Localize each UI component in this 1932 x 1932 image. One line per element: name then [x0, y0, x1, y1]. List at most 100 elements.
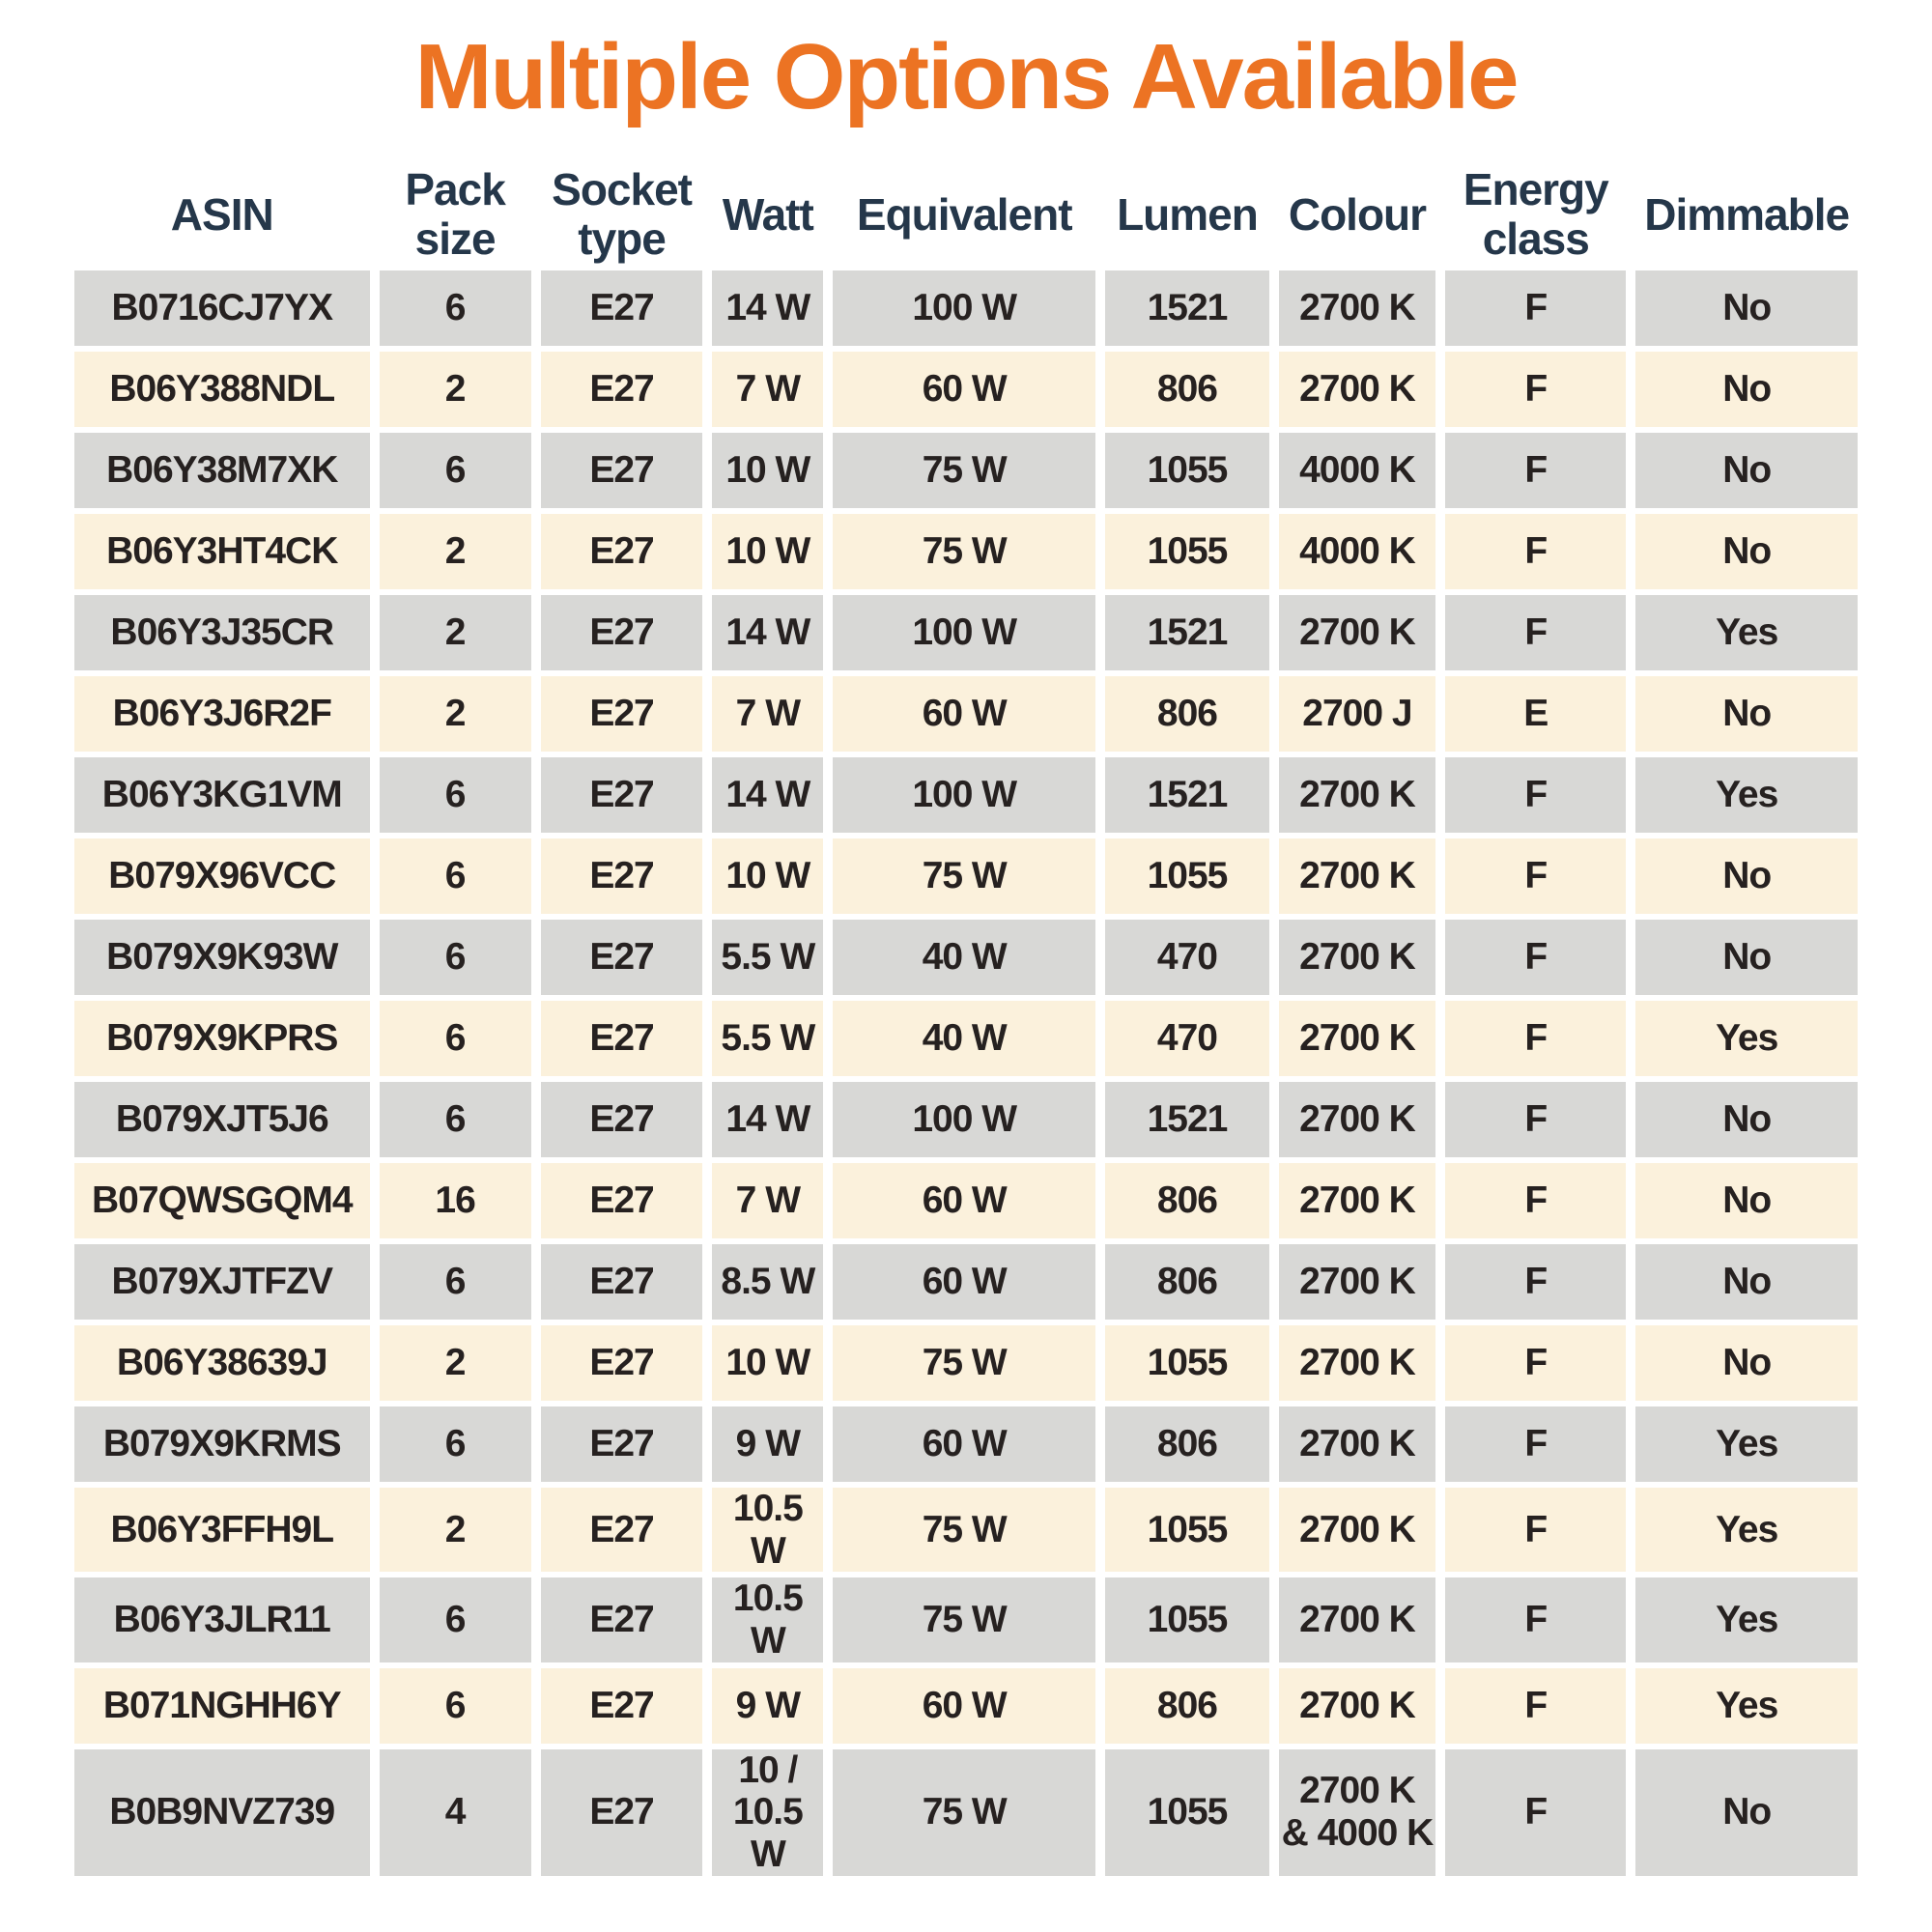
cell-lumen: 806: [1105, 351, 1269, 427]
cell-lumen: 1055: [1105, 838, 1269, 914]
cell-asin: B079XJTFZV: [74, 1243, 370, 1320]
cell-equivalent: 60 W: [833, 1667, 1096, 1744]
cell-pack-size: 2: [379, 513, 531, 589]
cell-socket-type: E27: [540, 1748, 703, 1876]
table-row: B079X9KRMS 6 E27 9 W 60 W 806 2700 K F Yes: [74, 1406, 1858, 1482]
cell-equivalent: 75 W: [833, 1577, 1096, 1662]
cell-energy-class: F: [1445, 1406, 1627, 1482]
cell-colour: 2700 K: [1278, 351, 1436, 427]
cell-equivalent: 100 W: [833, 1081, 1096, 1157]
cell-asin: B06Y38M7XK: [74, 432, 370, 508]
cell-equivalent: 100 W: [833, 756, 1096, 833]
cell-watt: 7 W: [712, 675, 824, 752]
cell-watt: 14 W: [712, 594, 824, 670]
table-row: B07QWSGQM4 16 E27 7 W 60 W 806 2700 K F No: [74, 1162, 1858, 1238]
cell-lumen: 1055: [1105, 1577, 1269, 1662]
cell-equivalent: 100 W: [833, 270, 1096, 346]
cell-pack-size: 6: [379, 1667, 531, 1744]
cell-lumen: 1521: [1105, 270, 1269, 346]
cell-watt: 14 W: [712, 270, 824, 346]
cell-equivalent: 75 W: [833, 1748, 1096, 1876]
column-header-energy-class: Energy class: [1445, 164, 1627, 265]
cell-dimmable: Yes: [1635, 594, 1858, 670]
options-table: ASIN Pack size Socket type Watt Equivale…: [65, 159, 1867, 1882]
table-row: B06Y3KG1VM 6 E27 14 W 100 W 1521 2700 K F Yes: [74, 756, 1858, 833]
cell-pack-size: 2: [379, 675, 531, 752]
cell-lumen: 1055: [1105, 432, 1269, 508]
cell-energy-class: F: [1445, 1577, 1627, 1662]
cell-colour: 2700 K: [1278, 919, 1436, 995]
cell-colour: 4000 K: [1278, 513, 1436, 589]
cell-energy-class: F: [1445, 1667, 1627, 1744]
cell-watt: 7 W: [712, 351, 824, 427]
cell-colour: 2700 K: [1278, 1406, 1436, 1482]
cell-equivalent: 60 W: [833, 351, 1096, 427]
cell-equivalent: 60 W: [833, 1406, 1096, 1482]
cell-colour: 2700 K: [1278, 1667, 1436, 1744]
cell-watt: 10 / 10.5 W: [712, 1748, 824, 1876]
table-row: B079X9KPRS 6 E27 5.5 W 40 W 470 2700 K F Yes: [74, 1000, 1858, 1076]
cell-dimmable: No: [1635, 1243, 1858, 1320]
cell-colour: 2700 K: [1278, 270, 1436, 346]
cell-lumen: 1521: [1105, 756, 1269, 833]
cell-dimmable: Yes: [1635, 1577, 1858, 1662]
cell-watt: 9 W: [712, 1406, 824, 1482]
cell-equivalent: 100 W: [833, 594, 1096, 670]
cell-lumen: 806: [1105, 1667, 1269, 1744]
cell-colour: 2700 K: [1278, 1577, 1436, 1662]
cell-asin: B0716CJ7YX: [74, 270, 370, 346]
cell-watt: 5.5 W: [712, 1000, 824, 1076]
cell-lumen: 806: [1105, 675, 1269, 752]
cell-energy-class: F: [1445, 1324, 1627, 1401]
cell-asin: B079X96VCC: [74, 838, 370, 914]
cell-watt: 7 W: [712, 1162, 824, 1238]
cell-watt: 5.5 W: [712, 919, 824, 995]
cell-asin: B06Y3FFH9L: [74, 1487, 370, 1573]
cell-socket-type: E27: [540, 1667, 703, 1744]
cell-colour: 2700 K: [1278, 1243, 1436, 1320]
cell-energy-class: F: [1445, 351, 1627, 427]
cell-socket-type: E27: [540, 270, 703, 346]
cell-energy-class: F: [1445, 594, 1627, 670]
cell-dimmable: No: [1635, 675, 1858, 752]
cell-asin: B06Y388NDL: [74, 351, 370, 427]
cell-colour: 2700 K: [1278, 1162, 1436, 1238]
cell-energy-class: F: [1445, 1243, 1627, 1320]
column-header-asin: ASIN: [74, 164, 370, 265]
cell-colour: 2700 K & 4000 K: [1278, 1748, 1436, 1876]
table-row: B079X9K93W 6 E27 5.5 W 40 W 470 2700 K F No: [74, 919, 1858, 995]
table-row: B06Y38639J 2 E27 10 W 75 W 1055 2700 K F No: [74, 1324, 1858, 1401]
table-row: B079XJT5J6 6 E27 14 W 100 W 1521 2700 K F No: [74, 1081, 1858, 1157]
cell-asin: B071NGHH6Y: [74, 1667, 370, 1744]
cell-socket-type: E27: [540, 1577, 703, 1662]
cell-watt: 10.5 W: [712, 1487, 824, 1573]
cell-equivalent: 75 W: [833, 1324, 1096, 1401]
table-row: B0716CJ7YX 6 E27 14 W 100 W 1521 2700 K F No: [74, 270, 1858, 346]
cell-pack-size: 6: [379, 270, 531, 346]
cell-pack-size: 6: [379, 432, 531, 508]
cell-socket-type: E27: [540, 1162, 703, 1238]
cell-energy-class: F: [1445, 838, 1627, 914]
cell-equivalent: 75 W: [833, 1487, 1096, 1573]
cell-dimmable: No: [1635, 1081, 1858, 1157]
cell-asin: B06Y3KG1VM: [74, 756, 370, 833]
cell-socket-type: E27: [540, 1406, 703, 1482]
cell-socket-type: E27: [540, 675, 703, 752]
table-row: B06Y3FFH9L 2 E27 10.5 W 75 W 1055 2700 K F Yes: [74, 1487, 1858, 1573]
cell-equivalent: 75 W: [833, 513, 1096, 589]
cell-socket-type: E27: [540, 1487, 703, 1573]
cell-asin: B0B9NVZ739: [74, 1748, 370, 1876]
table-row: B0B9NVZ739 4 E27 10 / 10.5 W 75 W 1055 2700 K …: [74, 1748, 1858, 1876]
table-row: B071NGHH6Y 6 E27 9 W 60 W 806 2700 K F Yes: [74, 1667, 1858, 1744]
table-header: ASIN Pack size Socket type Watt Equivale…: [74, 164, 1858, 265]
cell-watt: 10 W: [712, 838, 824, 914]
cell-watt: 10 W: [712, 1324, 824, 1401]
cell-equivalent: 60 W: [833, 1162, 1096, 1238]
cell-energy-class: F: [1445, 1748, 1627, 1876]
cell-colour: 2700 K: [1278, 594, 1436, 670]
cell-socket-type: E27: [540, 756, 703, 833]
cell-lumen: 1055: [1105, 1748, 1269, 1876]
cell-energy-class: F: [1445, 1081, 1627, 1157]
cell-pack-size: 16: [379, 1162, 531, 1238]
table-row: B06Y3J6R2F 2 E27 7 W 60 W 806 2700 J E No: [74, 675, 1858, 752]
